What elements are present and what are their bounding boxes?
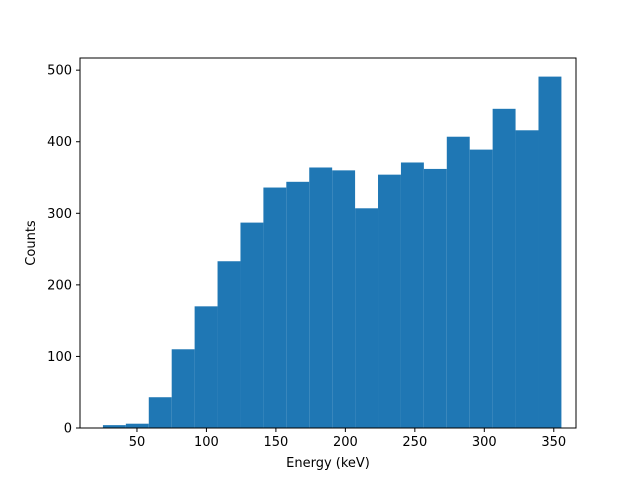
histogram-bar-5 [217,261,241,428]
x-tick-label: 350 [541,435,566,450]
x-axis-label: Energy (keV) [286,456,370,471]
y-tick-label: 500 [47,64,72,79]
x-tick-label: 300 [472,435,497,450]
histogram-bar-12 [378,174,401,428]
x-axis-ticks: 50 100 150 200 250 300 350 [129,428,566,450]
x-tick-label: 150 [263,435,288,450]
histogram-bar-7 [263,187,287,428]
histogram-bar-16 [469,149,493,429]
x-tick-label: 250 [402,435,427,450]
x-tick-label: 200 [333,435,358,450]
y-tick-label: 300 [47,207,72,222]
histogram-bar-2 [148,397,172,428]
histogram-bar-4 [194,306,218,428]
plot-frame [79,57,577,429]
y-tick-label: 100 [47,350,72,365]
histogram-bar-18 [515,130,539,428]
histogram-bar-11 [355,208,379,428]
x-tick-label: 100 [194,435,219,450]
histogram-bar-17 [492,108,516,428]
histogram-bar-3 [171,349,195,428]
histogram-bar-8 [286,181,310,428]
y-axis-label: Counts [24,220,39,266]
y-tick-label: 200 [47,278,72,293]
histogram-bar-14 [423,168,447,428]
y-axis-ticks: 0 100 200 300 400 500 [47,64,80,437]
y-tick-label: 0 [64,422,72,437]
y-tick-label: 400 [47,135,72,150]
histogram-bar-1 [125,423,149,428]
histogram-bar-6 [240,222,264,428]
histogram-bar-0 [102,425,126,428]
bars-group [102,76,562,429]
x-tick-label: 50 [129,435,146,450]
histogram-bar-10 [332,170,356,428]
histogram-bar-19 [538,76,562,428]
histogram-bar-15 [446,136,470,429]
histogram-bar-9 [309,167,333,428]
histogram-bar-13 [400,162,424,428]
